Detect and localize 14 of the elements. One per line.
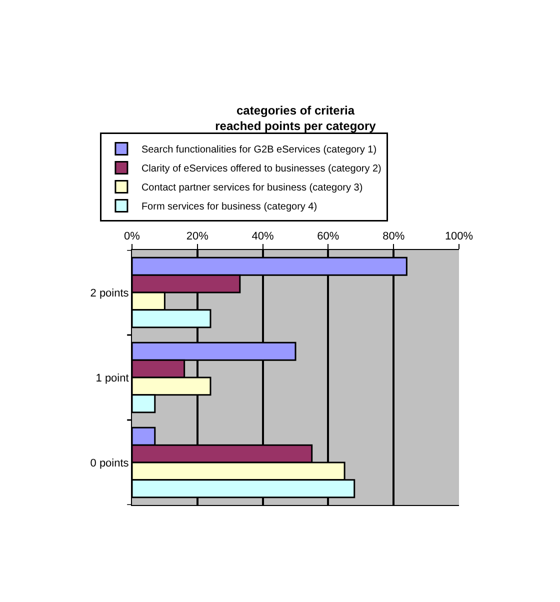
legend-label: Contact partner services for business (category 3) [141,182,363,194]
x-tick-label: 40% [252,230,274,243]
legend-label: Form services for business (category 4) [141,202,318,213]
y-tick-label: 1 point [96,372,129,384]
x-tick-label: 20% [186,230,209,243]
x-tick-label: 0% [124,230,140,243]
y-tick-label: 2 points [90,287,130,300]
y-tick-label: 0 points [90,457,130,470]
chart-title: categories of criteria reached points per category [215,103,376,133]
legend-label: Search functionalities for G2B eServices (category 1) [141,144,377,156]
x-tick-label: 80% [382,230,405,243]
x-tick-label: 60% [317,230,340,243]
x-tick-label: 100% [444,230,474,243]
legend-label: Clarity of eServices offered to businesses (category 2) [141,164,382,175]
